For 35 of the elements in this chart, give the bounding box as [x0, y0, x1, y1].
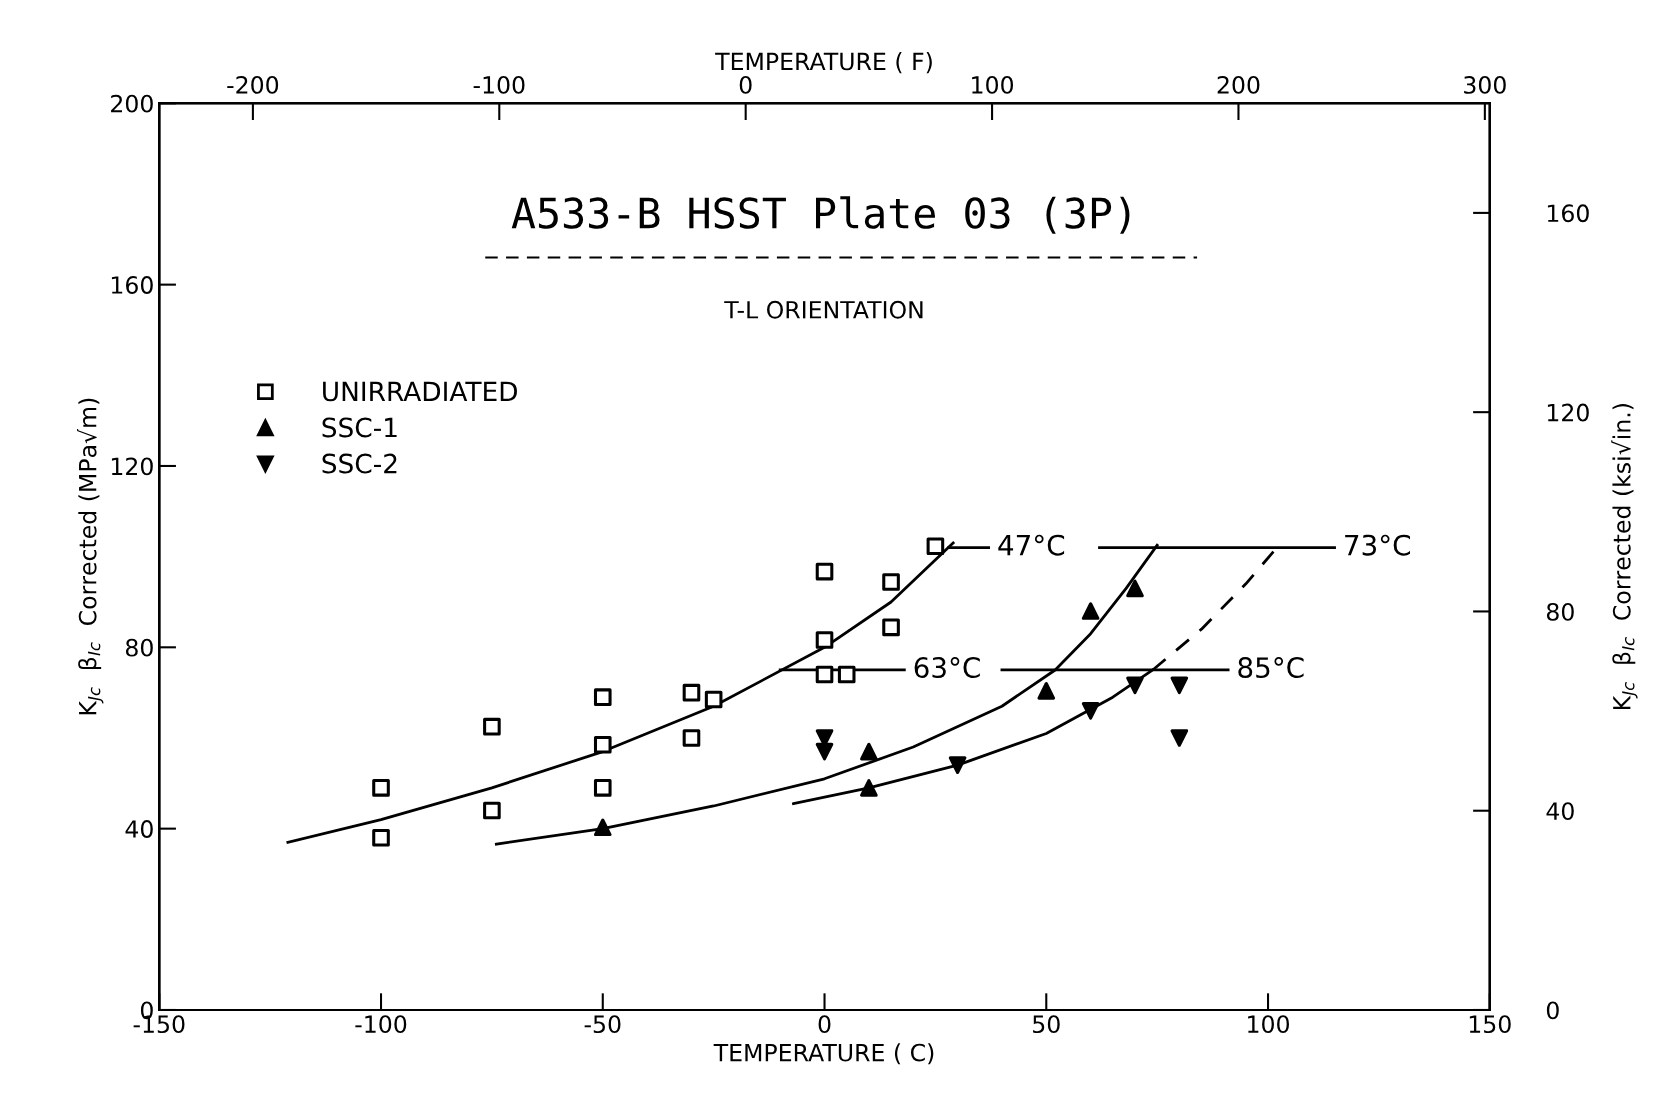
text: A533-B HSST Plate 03 (3P)	[511, 196, 1130, 234]
legend-label: SSC-1	[322, 417, 397, 438]
y2-tick-label: 120	[1547, 403, 1589, 422]
x-tick-label: -100	[355, 1015, 407, 1034]
x2-tick-label: 0	[739, 76, 752, 94]
y2-tick-label: 80	[1546, 602, 1574, 621]
y-tick-label: 200	[111, 94, 153, 113]
y2-axis-title: K$_{Jc}$ β$_{Ic}$ Corrected (ksi√in.)	[1611, 404, 1638, 710]
y-axis-title: K$_{Jc}$ β$_{Ic}$ Corrected (MPa√m)	[77, 398, 104, 715]
y2-tick-label: 40	[1546, 802, 1574, 821]
y2-tick-label: 0	[1546, 1001, 1559, 1020]
x-tick-label: 0	[818, 1015, 831, 1034]
y2-tick-label: 160	[1547, 204, 1589, 223]
x-tick-label: 150	[1469, 1015, 1511, 1034]
x2-tick-label: 200	[1217, 76, 1260, 94]
legend-label: UNIRRADIATED	[323, 381, 517, 402]
y-tick-label: 80	[125, 638, 153, 657]
y-tick-label: 160	[111, 276, 153, 294]
x2-tick-label: -200	[227, 76, 279, 94]
annotation: 73°C	[1345, 534, 1411, 556]
y-tick-label: 120	[111, 457, 153, 476]
x-tick-label: 100	[1248, 1015, 1289, 1034]
x2-axis-title: TEMPERATURE ( F)	[715, 52, 932, 74]
y-tick-label: 40	[125, 820, 153, 838]
x-tick-label: 50	[1033, 1015, 1060, 1034]
x2-tick-label: 300	[1464, 76, 1506, 94]
annotation: 85°C	[1238, 657, 1304, 679]
x2-tick-label: 100	[972, 76, 1014, 94]
x-tick-label: -50	[584, 1015, 621, 1034]
x-axis-title: TEMPERATURE ( C)	[713, 1043, 934, 1065]
text: T-L ORIENTATION	[724, 300, 923, 319]
x2-tick-label: -100	[473, 76, 525, 94]
annotation: 47°C	[998, 534, 1065, 556]
annotation: 63°C	[914, 657, 980, 679]
legend-label: SSC-2	[322, 453, 397, 474]
